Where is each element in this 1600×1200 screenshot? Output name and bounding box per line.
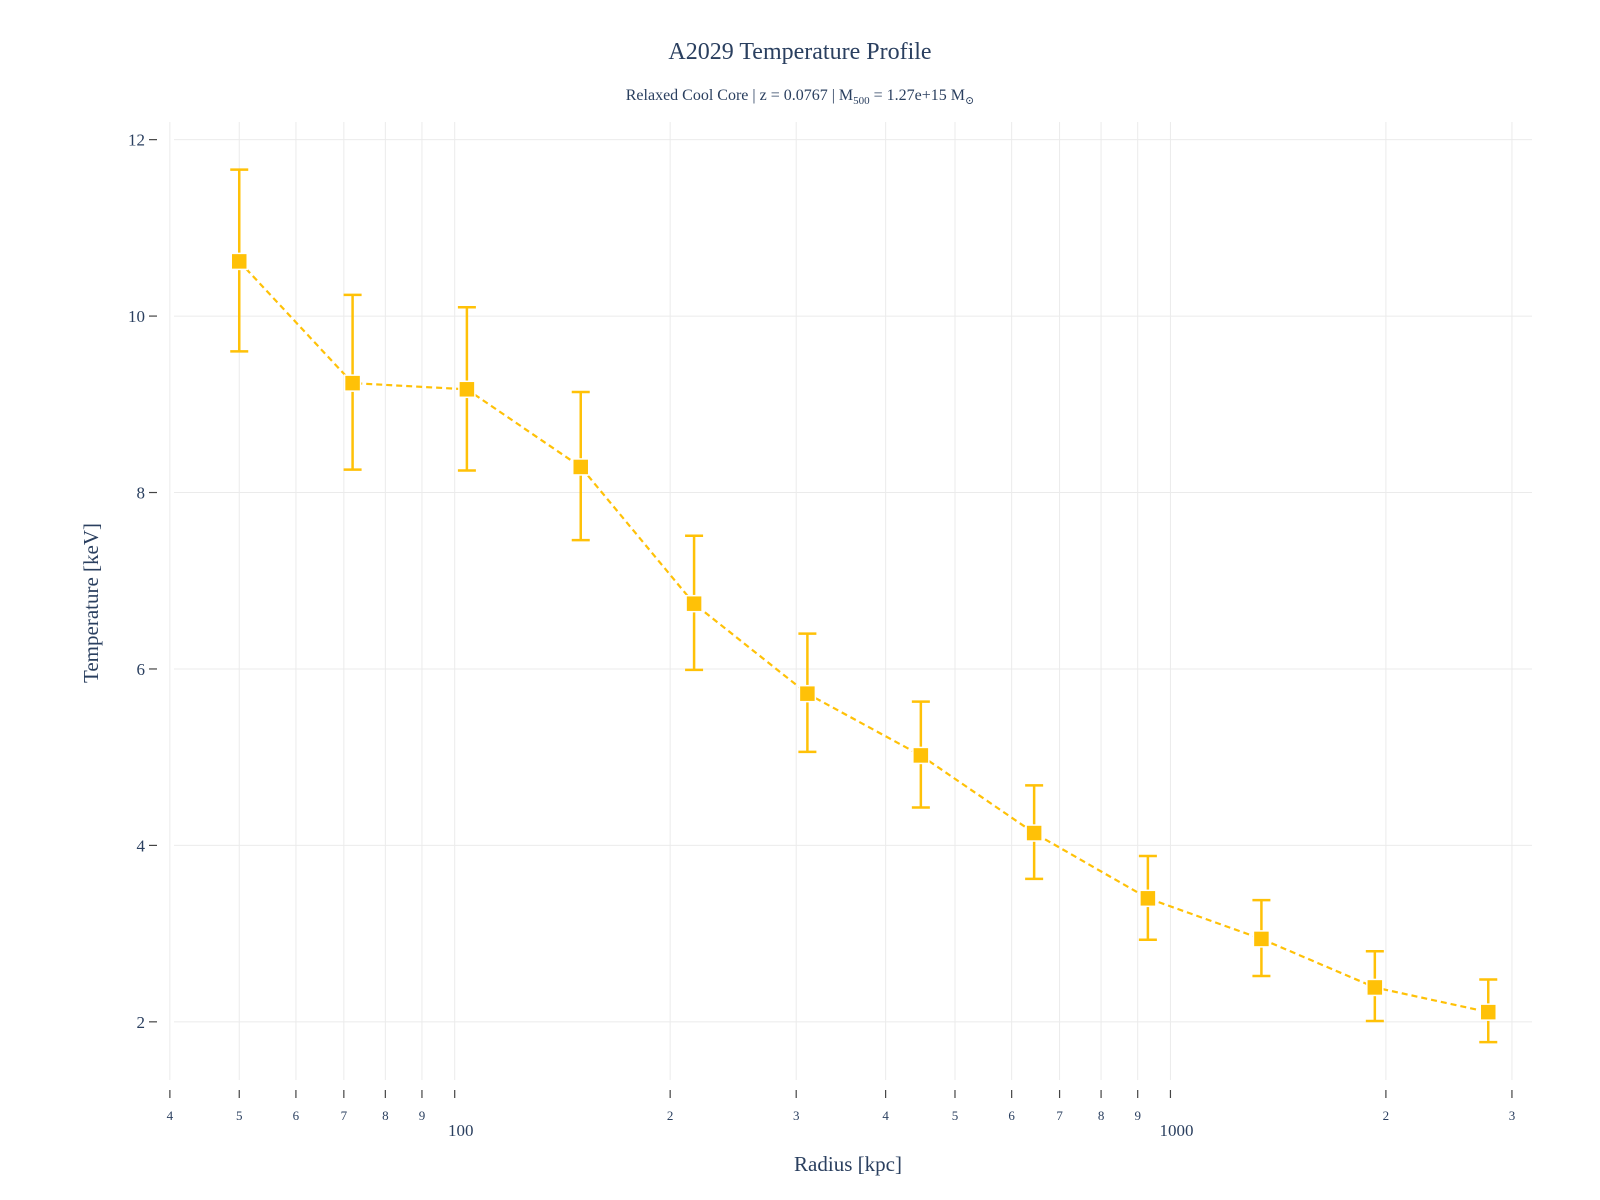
data-point: [798, 684, 817, 703]
data-point: [1479, 1003, 1498, 1021]
x-major-tick-label: 100: [448, 1121, 474, 1140]
subtitle-text-mid: = 1.27e+15 M: [870, 87, 965, 104]
subtitle-subscript: 500: [853, 95, 870, 107]
x-minor-tick-label: 7: [341, 1108, 348, 1123]
y-tick-label: 4: [137, 836, 146, 855]
data-point: [343, 374, 362, 392]
x-minor-tick-label: 2: [1383, 1108, 1390, 1123]
data-point: [1139, 889, 1157, 908]
x-minor-tick-label: 3: [1509, 1108, 1516, 1123]
x-minor-tick-label: 9: [419, 1108, 426, 1123]
x-minor-tick-label: 5: [236, 1108, 243, 1123]
gridlines: [169, 122, 1532, 1080]
y-tick-label: 8: [137, 484, 146, 503]
subtitle-text-before: Relaxed Cool Core | z = 0.0767 | M: [626, 87, 853, 104]
y-tick-label: 12: [128, 131, 145, 150]
x-minor-tick-label: 9: [1134, 1108, 1141, 1123]
x-minor-tick-label: 8: [382, 1108, 389, 1123]
subtitle-sun-subscript: ⊙: [965, 95, 974, 107]
x-minor-tick-label: 6: [293, 1108, 300, 1123]
x-minor-tick-label: 5: [952, 1108, 959, 1123]
x-minor-tick-label: 4: [167, 1108, 174, 1123]
series-line: [238, 260, 1489, 1014]
chart-title: A2029 Temperature Profile: [668, 39, 931, 65]
x-minor-tick-label: 7: [1056, 1108, 1063, 1123]
y-tick-label: 10: [128, 307, 145, 326]
data-point: [458, 380, 476, 399]
data-point: [685, 594, 703, 613]
data-point: [1252, 930, 1271, 948]
data-series: [230, 168, 1498, 1044]
x-major-tick-label: 1000: [1159, 1121, 1193, 1140]
y-tick-label: 2: [137, 1013, 146, 1032]
y-axis-title: Temperature [keV]: [79, 523, 103, 683]
x-minor-tick-label: 3: [793, 1108, 800, 1123]
x-minor-tick-label: 8: [1098, 1108, 1105, 1123]
x-minor-tick-label: 4: [882, 1108, 889, 1123]
data-point: [230, 252, 248, 271]
x-minor-tick-label: 6: [1008, 1108, 1015, 1123]
x-axis-title: Radius [kpc]: [794, 1152, 902, 1176]
axes: 2 4 6 8 10 12 4 5 6 7 8 9 2 3 4 5 6 7 8 9 2 3 100 1000: [128, 131, 1515, 1140]
data-point: [1366, 978, 1384, 997]
chart-subtitle: Relaxed Cool Core | z = 0.0767 | M500 = …: [626, 87, 975, 107]
y-tick-label: 6: [137, 660, 146, 679]
x-minor-tick-label: 2: [667, 1108, 674, 1123]
data-point: [1025, 824, 1043, 842]
data-point: [912, 746, 930, 765]
data-point: [571, 458, 590, 476]
